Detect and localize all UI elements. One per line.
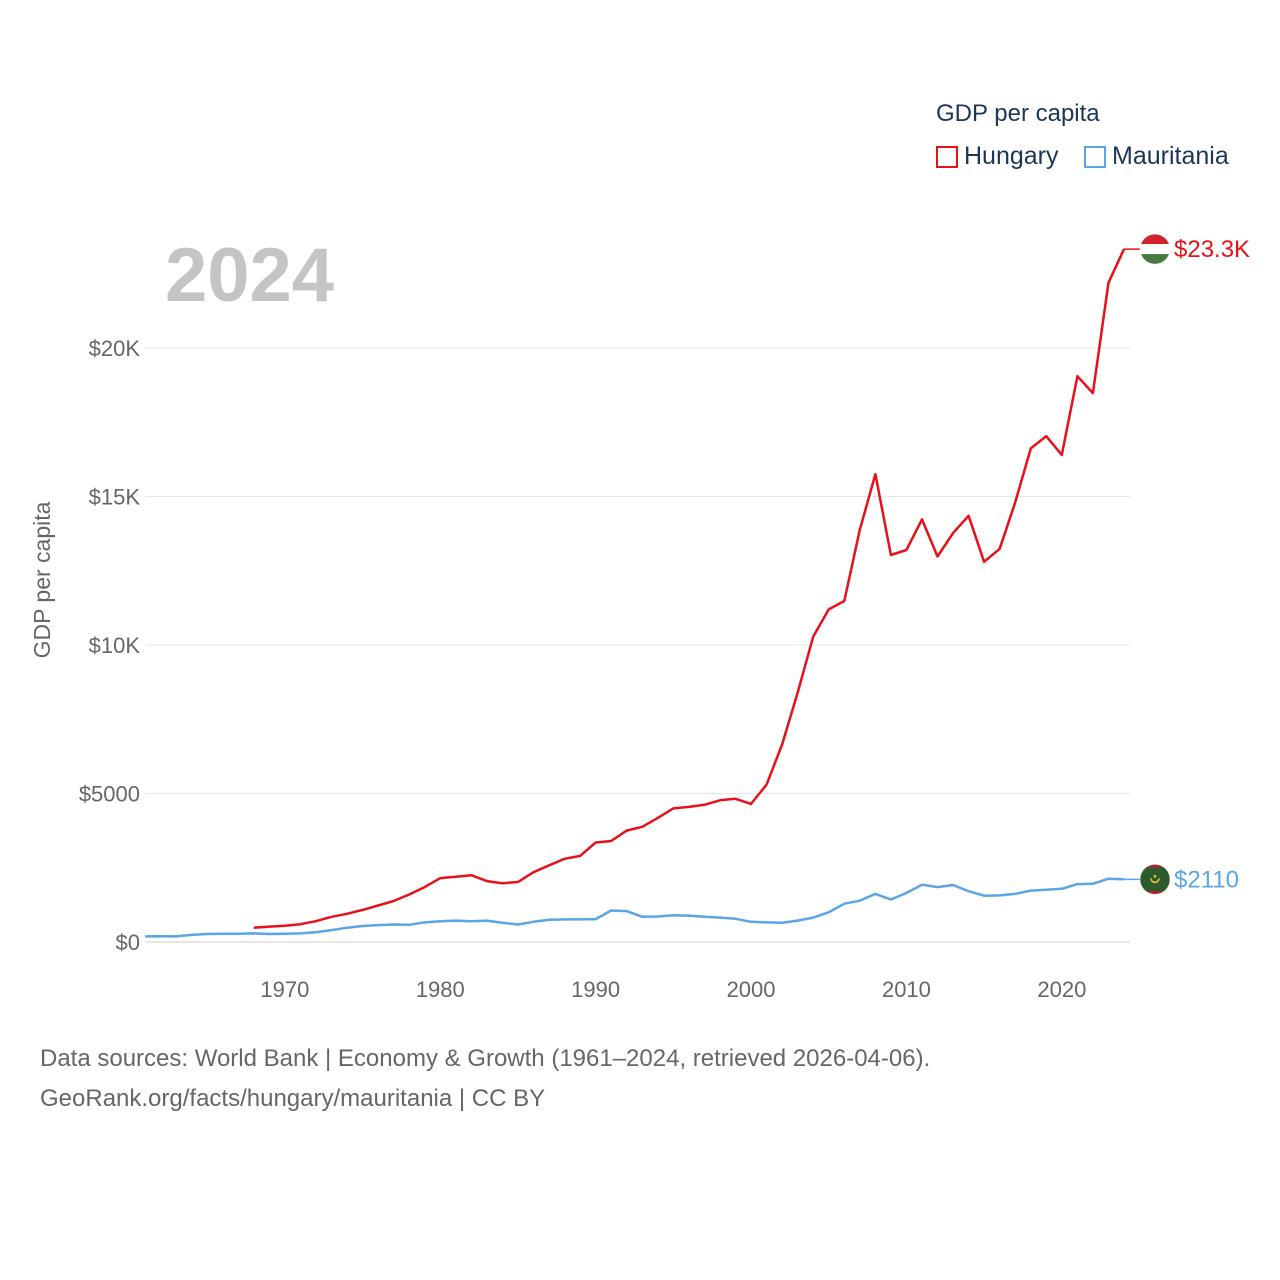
y-axis-title: GDP per capita (29, 501, 55, 658)
x-tick-label: 2020 (1037, 977, 1086, 1002)
legend-swatch-mauritania (1084, 145, 1106, 168)
y-tick-label: $10K (89, 633, 141, 658)
y-tick-label: $15K (89, 485, 141, 510)
x-tick-label: 1980 (416, 977, 465, 1002)
y-tick-label: $5000 (79, 782, 140, 807)
mauritania-flag-icon (1139, 864, 1171, 895)
end-labels: $23.3K $2110 (1124, 233, 1250, 895)
x-tick-label: 2000 (727, 977, 776, 1002)
grid-lines (145, 347, 1130, 943)
y-axis-ticks: $0 $5000 $10K $15K $20K (79, 336, 141, 955)
legend-swatch-hungary (936, 145, 958, 168)
legend-title: GDP per capita (936, 100, 1100, 127)
series-line-hungary[interactable] (253, 248, 1126, 929)
footer-sources: Data sources: World Bank | Economy & Gro… (40, 1045, 931, 1072)
y-tick-label: $20K (89, 336, 141, 361)
legend-item-hungary[interactable]: Hungary (936, 142, 1059, 171)
y-tick-label: $0 (116, 930, 140, 955)
footer-attribution[interactable]: GeoRank.org/facts/hungary/mauritania | C… (40, 1085, 546, 1112)
x-tick-label: 1990 (571, 977, 620, 1002)
series-lines (144, 248, 1126, 938)
x-tick-label: 1970 (260, 977, 309, 1002)
end-label-mauritania: $2110 (1174, 866, 1239, 893)
legend-label-hungary: Hungary (964, 142, 1059, 170)
year-watermark: 2024 (165, 233, 335, 318)
legend-label-mauritania: Mauritania (1112, 142, 1229, 170)
series-line-mauritania[interactable] (144, 877, 1125, 938)
end-label-hungary: $23.3K (1174, 236, 1250, 263)
x-axis-ticks: 1970 1980 1990 2000 2010 2020 (260, 977, 1086, 1002)
legend-item-mauritania[interactable]: Mauritania (1084, 142, 1229, 171)
x-tick-label: 2010 (882, 977, 931, 1002)
hungary-flag-icon (1139, 233, 1171, 265)
